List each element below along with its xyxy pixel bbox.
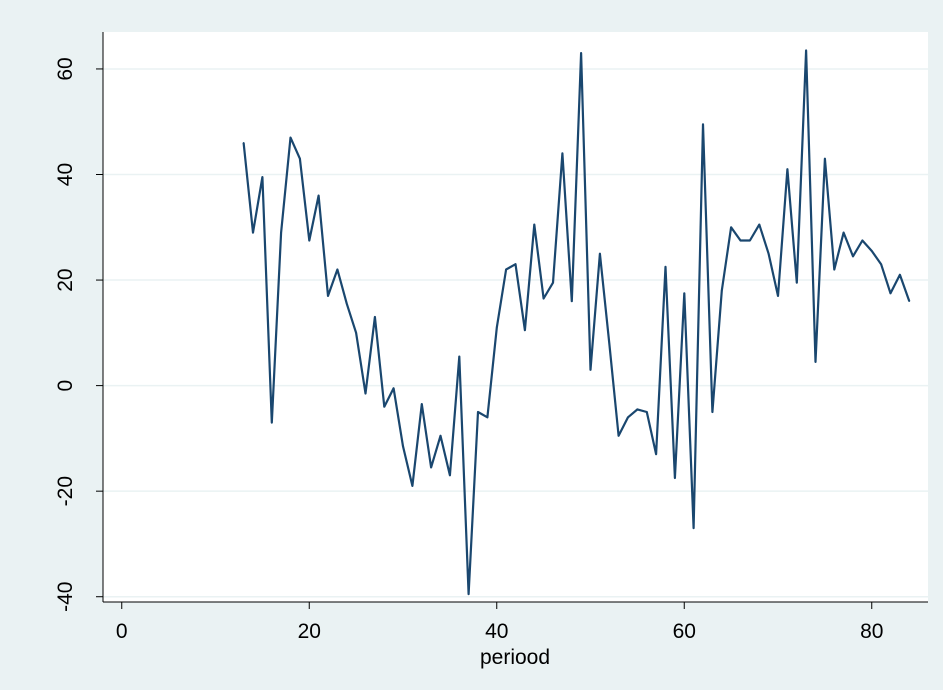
data-point [617, 434, 620, 437]
data-point [242, 142, 245, 144]
x-tick-label: 60 [673, 620, 696, 643]
y-tick-label: -40 [54, 582, 77, 612]
data-point [805, 49, 807, 52]
data-point [852, 255, 854, 258]
data-point [439, 434, 442, 437]
data-point [449, 474, 451, 477]
series-layer [242, 49, 911, 596]
data-point [289, 136, 292, 139]
data-point [814, 361, 817, 363]
data-point [749, 239, 751, 242]
data-point [795, 281, 798, 284]
data-point [589, 368, 592, 371]
data-point [524, 329, 526, 331]
x-axis-title: periood [480, 646, 550, 669]
data-point [552, 281, 554, 284]
data-point [327, 295, 329, 297]
data-point [842, 231, 845, 234]
data-point [458, 355, 461, 358]
axis-ticks: -40 -20 0 20 40 60 0 20 40 60 80 [54, 57, 883, 643]
data-point [655, 453, 657, 456]
data-point [636, 408, 639, 411]
data-point [355, 332, 357, 334]
y-tick-label: 20 [54, 268, 77, 291]
data-point [514, 263, 517, 266]
data-point [261, 176, 264, 178]
data-point [570, 300, 573, 302]
data-point [299, 157, 301, 160]
data-point [345, 303, 348, 305]
data-point [542, 297, 545, 300]
data-point [411, 485, 414, 487]
data-point [420, 403, 423, 405]
data-point [645, 411, 648, 413]
x-tick-label: 40 [485, 620, 508, 643]
data-point [364, 392, 367, 395]
data-point [767, 252, 770, 255]
y-tick-label: 0 [54, 380, 77, 392]
x-tick-label: 80 [860, 620, 883, 643]
data-point [880, 263, 882, 266]
data-point [486, 416, 489, 419]
data-point [908, 300, 911, 302]
data-point [270, 421, 273, 424]
data-point [711, 411, 714, 413]
data-point [402, 445, 404, 448]
data-point [608, 342, 611, 345]
y-tick-label: 40 [54, 163, 77, 186]
data-point [580, 52, 582, 54]
data-point [627, 416, 629, 419]
data-point [861, 239, 864, 242]
grid-lines [103, 68, 928, 598]
data-point [280, 231, 282, 234]
data-point [336, 268, 339, 271]
data-point [730, 226, 732, 229]
data-point [383, 405, 386, 408]
data-point [317, 194, 320, 197]
data-point [889, 292, 892, 295]
data-point [477, 411, 479, 413]
data-point [786, 168, 789, 171]
data-point [495, 326, 498, 329]
data-point [824, 157, 826, 160]
data-point [720, 289, 723, 292]
data-point [252, 231, 254, 234]
data-point [664, 266, 667, 268]
data-point [533, 223, 536, 226]
data-point [777, 295, 779, 297]
data-point [467, 593, 470, 595]
x-tick-label: 20 [298, 620, 321, 643]
data-point [870, 250, 873, 252]
data-point [739, 239, 742, 242]
data-point [599, 252, 601, 255]
data-point [505, 268, 507, 271]
data-point [833, 268, 836, 271]
data-point [374, 316, 376, 318]
data-point [561, 152, 564, 155]
series-line [242, 49, 911, 596]
data-point [692, 527, 695, 529]
y-tick-label: -20 [54, 476, 77, 506]
data-point [674, 477, 676, 479]
data-point [430, 466, 432, 469]
data-point [758, 223, 761, 226]
data-point [392, 387, 395, 390]
data-point [683, 292, 686, 295]
x-tick-label: 0 [116, 620, 128, 643]
data-point [308, 239, 311, 242]
data-point [899, 273, 901, 276]
y-tick-label: 60 [54, 57, 77, 80]
data-point [702, 123, 704, 126]
plot-area [103, 32, 928, 602]
